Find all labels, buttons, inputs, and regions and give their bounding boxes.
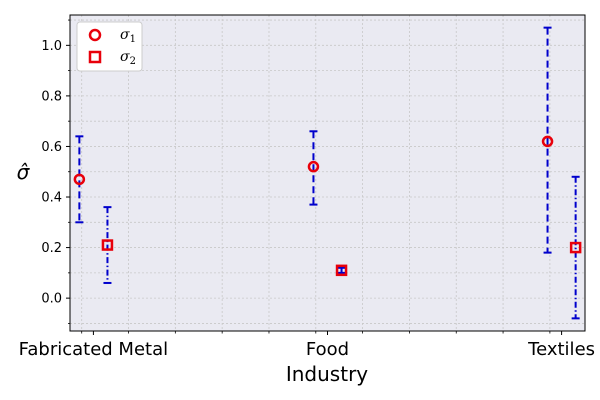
point-σ2 [101, 239, 114, 251]
data-markers [73, 135, 582, 277]
y-tick-label: 0.2 [41, 241, 62, 256]
legend-label-sigma2-main: σ [120, 49, 130, 65]
legend-box [76, 21, 143, 72]
y-tick-label: 1.0 [41, 39, 62, 54]
x-tick-label: Food [306, 339, 349, 360]
point-σ2 [569, 241, 582, 254]
x-axis-title: Industry [286, 362, 368, 386]
axes: 0.0 0.2 0.4 0.6 0.8 1.0 Fabricated Metal Food Te… [19, 19, 595, 360]
error-bars [75, 26, 580, 320]
legend-label-sigma2-sub: 2 [130, 56, 136, 67]
legend-label-sigma1-sub: 1 [130, 34, 136, 45]
y-tick-label: 0.8 [41, 89, 62, 104]
legend-label-sigma1: σ1 [120, 27, 136, 45]
y-tick-label: 0.6 [41, 140, 62, 155]
point-σ2 [335, 264, 348, 277]
legend-label-sigma1-main: σ [120, 27, 130, 43]
legend-label-sigma2: σ2 [120, 49, 136, 67]
plot-area [70, 15, 585, 331]
x-tick-label: Textiles [527, 339, 595, 360]
point-σ1 [73, 173, 86, 186]
y-tick-label: 0.4 [41, 191, 62, 206]
point-σ1 [307, 160, 320, 173]
point-σ1 [541, 135, 554, 148]
x-tick-label: Fabricated Metal [19, 339, 168, 360]
y-tick-label: 0.0 [41, 292, 62, 307]
legend-marker-sigma2 [88, 50, 102, 64]
legend-marker-sigma1 [88, 28, 102, 42]
y-axis-title: σ̂ [17, 160, 31, 184]
legend: σ1 σ2 [76, 21, 143, 72]
